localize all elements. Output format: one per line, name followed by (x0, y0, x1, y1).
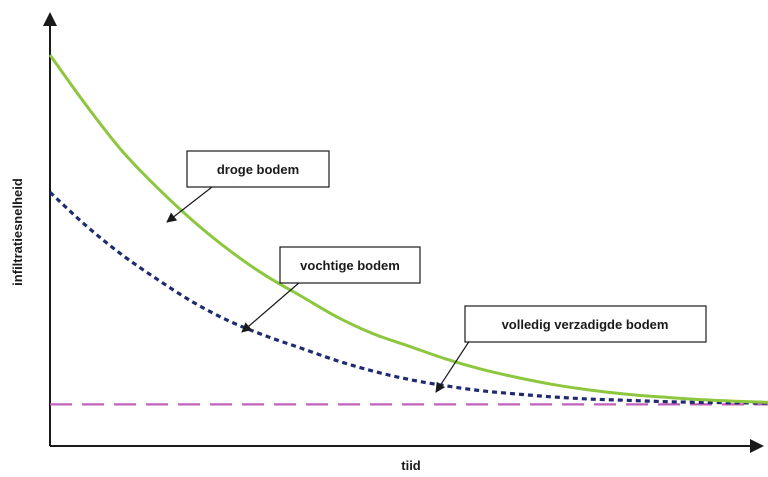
callout-box-droge (186, 150, 330, 188)
callout-vochtig: vochtige bodem (241, 246, 421, 333)
callout-box-vochtig (279, 246, 421, 284)
callout-arrow-verzadigd (435, 339, 471, 393)
callout-arrow-droge (166, 186, 213, 223)
callout-box-verzadigd (464, 305, 707, 343)
series-layer (48, 54, 768, 406)
callout-arrow-vochtig (241, 281, 301, 333)
x-axis-label: tiid (401, 458, 421, 473)
callout-label-verzadigd: volledig verzadigde bodem (502, 317, 669, 332)
series-line-vochtige-bodem (48, 191, 768, 405)
series-line-droge-bodem (48, 54, 768, 404)
callout-droge: droge bodem (166, 150, 330, 223)
y-axis-label: infiltratiesnelheid (10, 178, 25, 286)
callout-label-droge: droge bodem (217, 162, 299, 177)
callout-verzadigd: volledig verzadigde bodem (435, 305, 707, 393)
callout-label-vochtig: vochtige bodem (300, 258, 400, 273)
